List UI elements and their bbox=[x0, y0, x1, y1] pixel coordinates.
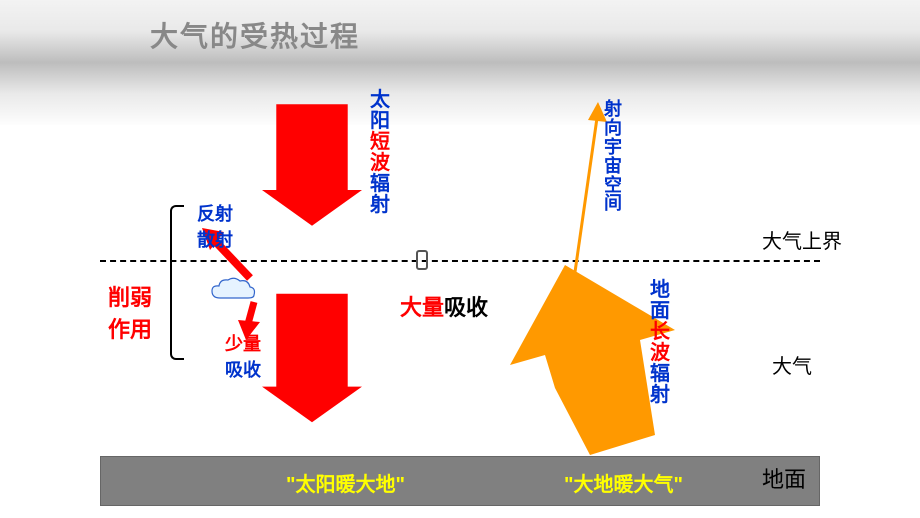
earth-warms-atm-label: "大地暖大气" bbox=[564, 468, 683, 497]
reflect-scatter-label: 反射 散射 bbox=[197, 200, 233, 252]
reflect-l2: 散射 bbox=[197, 226, 233, 252]
header-gradient bbox=[0, 0, 920, 125]
midline-marker bbox=[416, 250, 428, 270]
solar-arrow-bottom bbox=[262, 268, 362, 448]
solar-arrow-top bbox=[262, 80, 362, 250]
large-absorb-red: 大量 bbox=[400, 295, 444, 320]
weaken-label: 削弱 作用 bbox=[108, 280, 152, 344]
small-absorb-red: 少量 bbox=[225, 330, 261, 356]
ground-label: 地面 bbox=[762, 462, 806, 494]
ground-box bbox=[100, 456, 820, 506]
atmosphere-label: 大气 bbox=[772, 350, 812, 379]
page-title: 大气的受热过程 bbox=[150, 15, 360, 55]
upper-boundary-label: 大气上界 bbox=[762, 225, 842, 254]
small-absorb-label: 少量 吸收 bbox=[225, 330, 261, 382]
small-absorb-blue: 吸收 bbox=[225, 356, 261, 382]
weaken-l2: 作用 bbox=[108, 312, 152, 344]
large-absorb-label: 大量吸收 bbox=[400, 290, 488, 322]
to-space-label: 射向宇宙空间 bbox=[604, 100, 622, 213]
sun-warms-earth-label: "太阳暖大地" bbox=[286, 468, 405, 497]
earth-radiation-label: 地面长波辐射 bbox=[650, 280, 670, 406]
reflect-l1: 反射 bbox=[197, 200, 233, 226]
solar-radiation-label: 太阳短波辐射 bbox=[370, 90, 390, 216]
weaken-l1: 削弱 bbox=[108, 280, 152, 312]
weaken-bracket bbox=[170, 205, 184, 360]
